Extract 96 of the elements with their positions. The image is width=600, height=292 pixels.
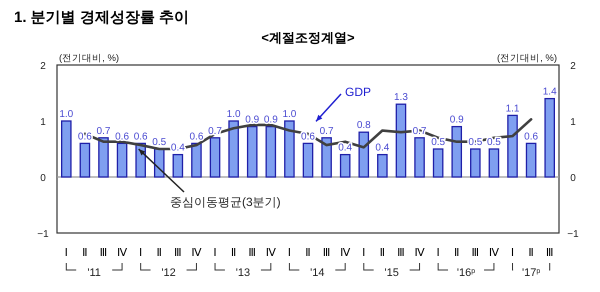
data-label: 0.9	[245, 114, 260, 126]
x-tick-label: Ⅳ	[191, 247, 202, 259]
text: '16$^{p}$	[456, 267, 476, 279]
bar	[210, 137, 220, 178]
text: '15	[384, 267, 399, 279]
data-label: 1.4	[542, 86, 558, 98]
text: '12	[161, 267, 176, 279]
bar	[302, 142, 314, 178]
x-tick-label: Ⅱ	[156, 247, 162, 259]
x-tick-label: Ⅱ	[380, 247, 386, 259]
data-label: 1.0	[59, 109, 74, 120]
x-tick-label: Ⅰ	[510, 247, 514, 259]
bar	[321, 137, 332, 178]
x-tick-label: Ⅲ	[472, 247, 480, 259]
text: '11	[87, 267, 101, 279]
data-label: 0.4	[338, 142, 353, 154]
y2-tick-label: 2	[570, 61, 576, 72]
y-tick-label: 1	[40, 117, 46, 128]
x-tick-label: Ⅰ	[362, 247, 366, 259]
x-tick-label: Ⅳ	[340, 247, 352, 259]
data-label: 1.0	[282, 109, 297, 120]
bar	[340, 154, 350, 178]
text: '14	[310, 267, 324, 279]
data-label: 0.4	[375, 142, 390, 154]
bar	[396, 104, 406, 178]
x-tick-label: Ⅰ	[213, 247, 217, 259]
x-tick-label: Ⅰ	[436, 247, 440, 259]
x-tick-label: Ⅲ	[174, 247, 182, 259]
x-tick-label: Ⅳ	[116, 247, 128, 259]
data-label: 0.8	[356, 120, 372, 132]
data-label: 0.5	[486, 137, 502, 148]
x-tick-label: Ⅲ	[248, 247, 256, 259]
x-tick-label: Ⅰ	[288, 247, 292, 259]
bar	[116, 142, 128, 178]
y2-tick-label: −1	[567, 229, 580, 240]
data-label: 0.6	[524, 131, 538, 142]
x-tick-label: Ⅱ	[230, 247, 236, 259]
data-label: 0.7	[96, 126, 111, 137]
data-label: 1.1	[506, 103, 520, 114]
bar	[191, 142, 202, 178]
text: 중심이동평균(3분기)	[170, 195, 281, 209]
data-label: 0.6	[115, 131, 130, 142]
x-tick-label: Ⅲ	[546, 247, 554, 259]
bar	[432, 148, 444, 178]
x-tick-label: Ⅲ	[397, 247, 405, 259]
bar	[377, 154, 388, 178]
x-tick-label: Ⅱ	[528, 247, 534, 259]
data-label: 0.6	[189, 131, 204, 142]
data-label: 0.7	[320, 126, 334, 137]
bar	[80, 142, 90, 178]
data-label: 0.9	[450, 114, 464, 126]
bar	[246, 126, 258, 178]
data-label: 1.0	[226, 109, 242, 120]
data-label: 1.3	[394, 92, 408, 104]
bar	[507, 114, 518, 178]
x-tick-label: Ⅳ	[266, 247, 277, 259]
y-tick-label: 0	[40, 173, 46, 184]
x-tick-label: Ⅱ	[82, 247, 88, 259]
bar	[61, 120, 72, 178]
bar	[358, 132, 370, 178]
y2-axis-title: (전기대비, %)	[496, 53, 557, 64]
text: '17$^{p}$	[522, 267, 540, 279]
bar	[526, 142, 536, 178]
x-tick-label: Ⅰ	[64, 247, 68, 259]
x-tick-label: Ⅰ	[139, 247, 142, 259]
chart-title: 1. 분기별 경제성장률 추이	[14, 9, 190, 26]
bar	[266, 126, 276, 178]
y-tick-label: 2	[40, 61, 46, 72]
x-tick-label: Ⅳ	[488, 247, 500, 259]
bar	[284, 120, 295, 178]
y2-tick-label: 0	[570, 173, 576, 184]
bar	[451, 126, 462, 178]
data-label: 0.5	[152, 137, 167, 148]
bar	[470, 148, 481, 178]
y2-tick-label: 1	[570, 117, 576, 128]
data-label: 0.9	[264, 114, 278, 126]
text: GDP	[345, 85, 372, 99]
bar	[544, 98, 555, 178]
data-label: 0.6	[134, 131, 148, 142]
x-tick-label: Ⅱ	[454, 247, 460, 259]
chart-subtitle: <계절조정계열>	[261, 30, 355, 45]
bar	[228, 120, 239, 178]
bar	[414, 137, 425, 178]
data-label: 0.4	[170, 142, 186, 154]
text: '13	[236, 267, 250, 279]
x-tick-label: Ⅳ	[414, 247, 426, 259]
data-label: 0.6	[78, 131, 92, 142]
x-tick-label: Ⅲ	[100, 247, 108, 259]
y-tick-label: −1	[37, 229, 50, 240]
bar	[172, 154, 184, 178]
y-axis-title: (전기대비, %)	[59, 53, 120, 64]
x-tick-label: Ⅲ	[322, 247, 330, 259]
data-label: 0.5	[431, 137, 446, 148]
x-tick-label: Ⅱ	[305, 247, 311, 259]
bar	[488, 148, 500, 178]
bar	[98, 137, 109, 178]
